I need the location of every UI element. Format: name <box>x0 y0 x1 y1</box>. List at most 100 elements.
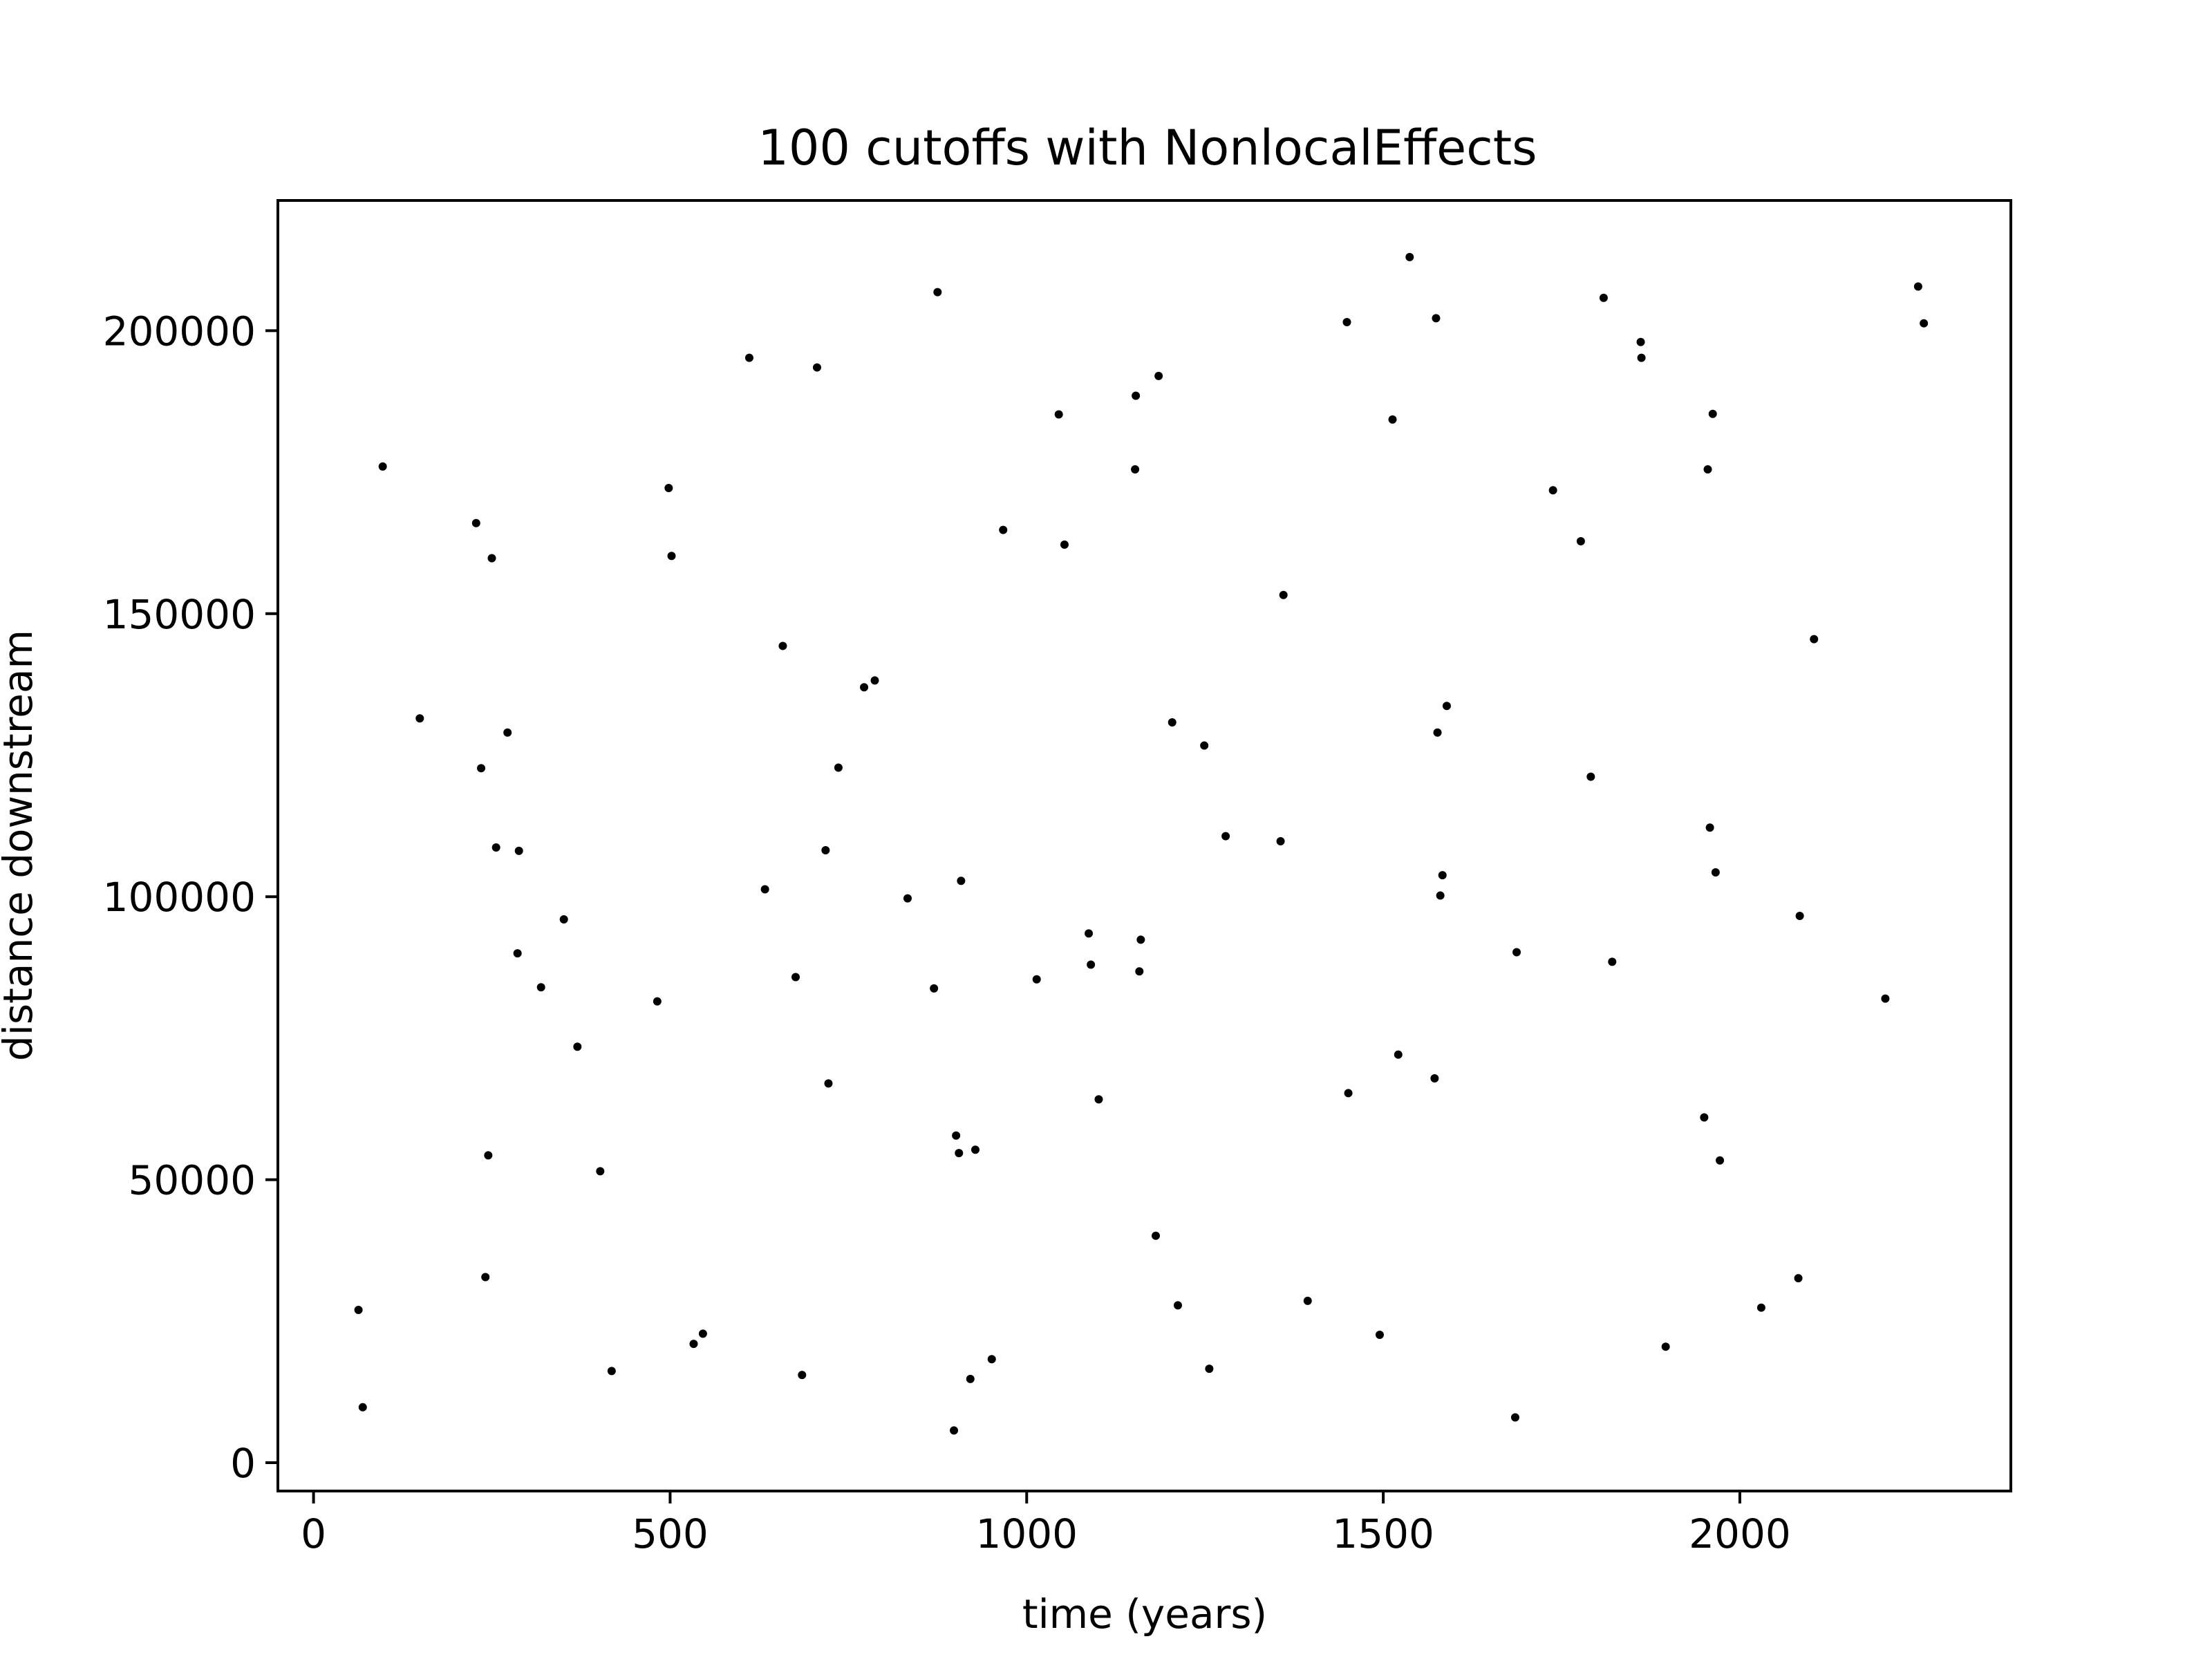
data-point <box>870 676 879 685</box>
data-point <box>1276 836 1285 845</box>
data-point <box>1438 871 1447 880</box>
data-point <box>1154 371 1163 380</box>
data-point <box>1152 1231 1161 1240</box>
data-point <box>1132 391 1141 400</box>
data-point <box>596 1167 605 1176</box>
data-point <box>1920 319 1929 328</box>
y-tick-label: 50000 <box>128 1157 256 1204</box>
data-point <box>971 1145 980 1154</box>
data-points <box>354 252 1929 1435</box>
y-tick-label: 150000 <box>103 591 256 638</box>
data-point <box>1388 415 1397 424</box>
data-point <box>1586 772 1595 781</box>
data-point <box>573 1042 582 1051</box>
data-point <box>1913 282 1922 291</box>
data-point <box>1636 337 1645 346</box>
data-point <box>952 1131 961 1140</box>
data-point <box>1512 948 1521 957</box>
data-point <box>1716 1156 1725 1165</box>
data-point <box>812 363 821 372</box>
data-point <box>1221 832 1230 841</box>
data-point <box>933 288 942 297</box>
data-point <box>1136 935 1145 944</box>
data-point <box>1442 702 1451 711</box>
data-point <box>955 1149 964 1158</box>
data-point <box>1135 967 1144 976</box>
data-point <box>999 525 1008 534</box>
data-point <box>1881 994 1890 1003</box>
data-point <box>1200 741 1209 750</box>
x-axis: 0 500 1000 1500 2000 <box>301 1491 1791 1557</box>
data-point <box>1661 1342 1670 1351</box>
data-point <box>1405 252 1414 261</box>
data-point <box>667 552 676 561</box>
data-point <box>1094 1095 1103 1104</box>
data-point <box>514 846 523 855</box>
data-point <box>1432 314 1441 323</box>
data-point <box>1795 912 1804 921</box>
data-point <box>664 483 673 492</box>
data-point <box>698 1329 707 1338</box>
data-point <box>966 1374 975 1383</box>
data-point <box>1599 293 1608 302</box>
chart-title: 100 cutoffs with NonlocalEffects <box>758 120 1537 176</box>
data-point <box>1436 891 1445 900</box>
data-point <box>653 997 662 1006</box>
data-point <box>1054 410 1063 419</box>
x-tick-label: 2000 <box>1689 1510 1791 1557</box>
data-point <box>1637 353 1646 362</box>
data-point <box>798 1371 807 1380</box>
data-point <box>1344 1089 1353 1098</box>
data-point <box>1705 823 1714 832</box>
data-point <box>987 1355 996 1364</box>
data-point <box>607 1367 616 1376</box>
data-point <box>1303 1296 1312 1305</box>
x-tick-label: 0 <box>301 1510 326 1557</box>
data-point <box>1375 1330 1384 1339</box>
plot-area-frame <box>276 199 2012 1492</box>
data-point <box>1430 1074 1439 1083</box>
data-point <box>491 843 500 852</box>
data-point <box>503 728 512 737</box>
x-tick-label: 500 <box>632 1510 709 1557</box>
data-point <box>778 641 787 650</box>
y-axis: 0 50000 100000 150000 200000 <box>103 308 278 1487</box>
data-point <box>477 764 486 773</box>
data-point <box>1087 960 1096 969</box>
data-point <box>1576 536 1585 545</box>
data-point <box>1205 1365 1214 1374</box>
data-point <box>1168 718 1177 727</box>
data-point <box>760 885 769 894</box>
data-point <box>1794 1274 1803 1283</box>
data-point <box>1060 540 1069 549</box>
data-point <box>354 1305 363 1314</box>
data-point <box>1711 868 1720 877</box>
data-point <box>415 714 424 723</box>
data-point <box>1342 318 1351 327</box>
data-point <box>536 983 545 992</box>
data-point <box>791 973 800 982</box>
data-point <box>471 518 480 527</box>
y-tick-label: 200000 <box>103 308 256 355</box>
x-tick-label: 1000 <box>975 1510 1078 1557</box>
data-point <box>1700 1113 1709 1122</box>
data-point <box>834 763 843 772</box>
data-point <box>689 1340 698 1349</box>
data-point <box>930 984 939 993</box>
data-point <box>487 554 496 563</box>
data-point <box>1756 1303 1765 1312</box>
data-point <box>513 949 522 958</box>
x-axis-label: time (years) <box>1022 1591 1267 1638</box>
data-point <box>1433 728 1442 737</box>
data-point <box>860 683 869 692</box>
y-tick-label: 0 <box>230 1440 256 1487</box>
data-point <box>484 1151 493 1160</box>
data-point <box>744 353 753 362</box>
data-point <box>481 1273 490 1282</box>
data-point <box>1279 590 1288 599</box>
data-point <box>1394 1050 1403 1059</box>
data-point <box>1703 465 1712 474</box>
data-point <box>824 1079 833 1088</box>
data-point <box>1085 929 1094 938</box>
